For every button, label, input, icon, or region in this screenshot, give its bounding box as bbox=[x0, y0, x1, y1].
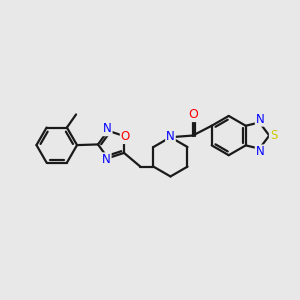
Text: S: S bbox=[270, 129, 277, 142]
Text: O: O bbox=[121, 130, 130, 143]
Text: N: N bbox=[256, 146, 265, 158]
Text: N: N bbox=[256, 113, 265, 126]
Text: N: N bbox=[102, 153, 111, 166]
Text: N: N bbox=[103, 122, 112, 135]
Text: N: N bbox=[166, 130, 175, 143]
Text: O: O bbox=[188, 108, 198, 121]
